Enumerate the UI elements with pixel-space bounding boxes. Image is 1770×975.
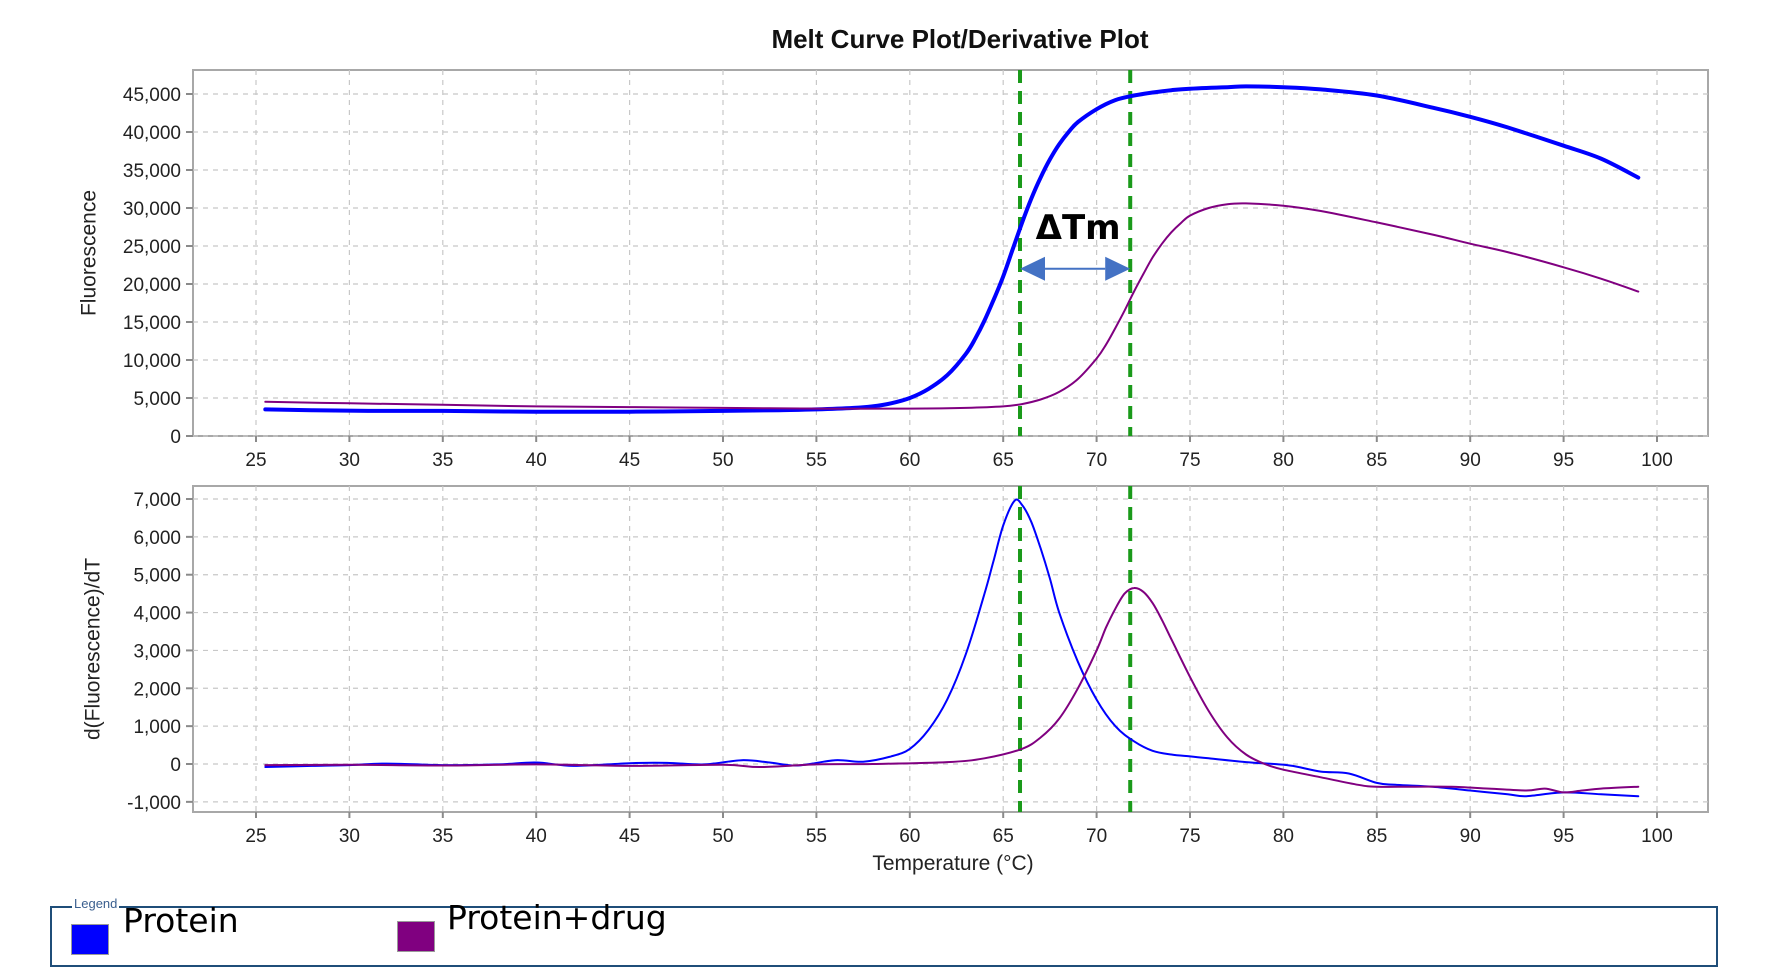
x-tick-label: 25 [245,450,266,471]
x-tick-label: 70 [1086,450,1107,471]
x-tick-label: 60 [899,450,920,471]
y-tick-label: 45,000 [123,85,181,106]
x-tick-label: 35 [432,450,453,471]
y-tick-label: 3,000 [133,641,181,662]
x-tick-label: 85 [1366,450,1387,471]
y-tick-label: 5,000 [133,389,181,410]
melt-curve-x-ticks: 25 30 35 40 45 50 55 60 65 70 75 80 85 90 95 100 [245,436,1673,471]
series-line-protein-drug [264,586,1640,794]
delta-tm-annotation: ΔTm [1020,208,1131,281]
y-tick-label: 2,000 [133,679,181,700]
x-tick-label: 30 [339,826,360,847]
y-tick-label: 25,000 [123,237,181,258]
x-tick-label: 55 [806,450,827,471]
melt-curve-series [263,84,1641,414]
derivative-panel: -1,000 0 1,000 2,000 3,000 4,000 5,000 6,000 7,0… [81,485,1709,847]
x-tick-label: 45 [619,450,640,471]
legend-box [50,906,1718,967]
chart-title: Melt Curve Plot/Derivative Plot [771,24,1148,54]
y-tick-label: 20,000 [123,275,181,296]
x-tick-label: 35 [432,826,453,847]
derivative-x-ticks: 25 30 35 40 45 50 55 60 65 70 75 80 85 90 95 100 [245,812,1673,847]
melt-curve-tm-lines [1018,70,1133,436]
derivative-gridlines [193,486,1708,812]
derivative-y-ticks: -1,000 0 1,000 2,000 3,000 4,000 5,000 6,000 7,0… [127,490,193,814]
legend-label-protein: Protein [123,901,239,940]
x-tick-label: 30 [339,450,360,471]
series-line-protein [263,84,1641,414]
melt-curve-gridlines [193,70,1708,437]
x-tick-label: 95 [1553,826,1574,847]
y-tick-label: 40,000 [123,123,181,144]
legend-label-protein-drug: Protein+drug [447,898,667,937]
derivative-plot-area [192,485,1709,813]
melt-curve-plot-area [192,69,1709,437]
x-tick-label: 55 [806,826,827,847]
x-tick-label: 100 [1641,826,1673,847]
melt-curve-y-ticks: 0 5,000 10,000 15,000 20,000 25,000 30,000 35,0… [123,85,193,448]
y-tick-label: 6,000 [133,528,181,549]
legend-title: Legend [72,896,120,911]
delta-tm-arrow-right-head [1105,256,1131,281]
y-tick-label: 30,000 [123,199,181,220]
legend-swatch-protein-drug [397,921,435,952]
x-axis-label: Temperature (°C) [872,852,1033,875]
x-tick-label: 85 [1366,826,1387,847]
x-tick-label: 100 [1641,450,1673,471]
x-tick-label: 40 [526,826,547,847]
legend-swatch-protein [71,924,109,955]
x-tick-label: 95 [1553,450,1574,471]
x-tick-label: 75 [1179,450,1200,471]
x-tick-label: 65 [993,826,1014,847]
x-tick-label: 80 [1273,826,1294,847]
y-tick-label: 0 [170,427,181,448]
x-tick-label: 90 [1460,826,1481,847]
y-tick-label: 1,000 [133,717,181,738]
x-tick-label: 45 [619,826,640,847]
y-tick-label: -1,000 [127,793,181,814]
series-line-protein [264,498,1640,798]
x-tick-label: 80 [1273,450,1294,471]
x-tick-label: 90 [1460,450,1481,471]
x-tick-label: 40 [526,450,547,471]
x-tick-label: 25 [245,826,266,847]
y-tick-label: 10,000 [123,351,181,372]
x-tick-label: 75 [1179,826,1200,847]
x-tick-label: 50 [712,450,733,471]
y-tick-label: 15,000 [123,313,181,334]
x-tick-label: 60 [899,826,920,847]
series-line-protein-drug [264,202,1640,410]
x-tick-label: 70 [1086,826,1107,847]
derivative-tm-lines [1018,486,1133,812]
y-tick-label: 5,000 [133,566,181,587]
x-tick-label: 65 [993,450,1014,471]
melt-curve-y-axis-label: Fluorescence [77,190,100,316]
x-tick-label: 50 [712,826,733,847]
derivative-y-axis-label: d(Fluorescence)/dT [81,558,104,740]
y-tick-label: 35,000 [123,161,181,182]
delta-tm-arrow-left-head [1020,256,1046,281]
derivative-series [264,498,1640,798]
delta-tm-label: ΔTm [1036,208,1121,248]
melt-curve-panel: 0 5,000 10,000 15,000 20,000 25,000 30,000 35,0… [77,69,1709,471]
melt-curve-chart: Melt Curve Plot/Derivative Plot 0 5,000 10… [77,24,1709,875]
y-tick-label: 0 [170,755,181,776]
y-tick-label: 7,000 [133,490,181,511]
y-tick-label: 4,000 [133,604,181,625]
